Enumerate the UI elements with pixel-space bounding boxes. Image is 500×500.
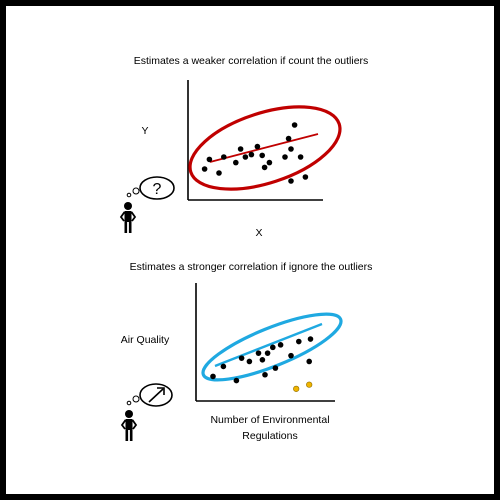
- top-point-8: [254, 143, 261, 150]
- top-y-label: Y: [141, 125, 148, 137]
- bottom-outlier-1: [306, 381, 313, 388]
- top-point-6: [242, 154, 249, 160]
- top-point-18: [302, 174, 309, 180]
- top-point-16: [297, 154, 304, 160]
- question-mark: ?: [153, 181, 162, 198]
- bottom-point-12: [288, 352, 294, 359]
- bottom-point-7: [264, 350, 271, 356]
- top-point-11: [266, 159, 273, 166]
- top-point-3: [221, 154, 227, 160]
- bottom-points: [210, 336, 314, 392]
- top-point-13: [285, 135, 292, 142]
- top-points: [201, 122, 309, 184]
- top-thought-bubble: [139, 176, 175, 200]
- bottom-point-3: [238, 355, 245, 361]
- bottom-y-label: Air Quality: [121, 334, 170, 346]
- top-panel: Estimates a weaker correlation if count …: [119, 55, 369, 239]
- bottom-point-0: [210, 373, 216, 380]
- top-thought-dot-medium: [132, 187, 140, 195]
- bottom-thought-dot-medium: [132, 395, 140, 403]
- top-point-17: [288, 178, 294, 184]
- bottom-point-9: [277, 342, 284, 348]
- top-point-7: [248, 151, 255, 158]
- bottom-point-13: [296, 338, 302, 345]
- top-x-label: X: [255, 227, 262, 239]
- bottom-point-1: [220, 363, 227, 370]
- bottom-point-4: [246, 358, 253, 365]
- top-title: Estimates a weaker correlation if count …: [134, 55, 369, 67]
- top-point-1: [206, 156, 213, 163]
- white-panel: [6, 6, 494, 494]
- top-point-0: [201, 166, 208, 172]
- bottom-point-2: [233, 377, 240, 384]
- person-icon: [119, 202, 137, 233]
- top-point-9: [259, 152, 266, 159]
- bottom-title: Estimates a stronger correlation if igno…: [130, 261, 373, 273]
- top-point-10: [261, 164, 268, 171]
- bottom-trend-line: [214, 322, 323, 368]
- bottom-point-8: [270, 344, 276, 351]
- bottom-point-10: [262, 371, 268, 378]
- top-point-12: [282, 154, 288, 160]
- top-trend-line: [209, 133, 319, 163]
- arrow-up-right-icon: [148, 387, 165, 403]
- bottom-panel: Estimates a stronger correlation if igno…: [121, 261, 373, 442]
- top-point-15: [291, 122, 298, 128]
- bottom-thought-dot-small: [126, 400, 132, 406]
- bottom-outlier-0: [293, 385, 300, 392]
- top-point-2: [216, 170, 222, 176]
- bottom-x-label-line2: Regulations: [242, 430, 297, 442]
- bottom-point-14: [307, 336, 314, 342]
- bottom-ellipse: [201, 312, 343, 382]
- top-thought-dot-small: [126, 192, 132, 198]
- top-point-5: [237, 146, 244, 152]
- bottom-point-15: [306, 358, 313, 365]
- bottom-point-5: [255, 350, 262, 356]
- top-ellipse: [188, 105, 342, 191]
- bottom-point-6: [259, 357, 266, 363]
- top-point-14: [288, 146, 294, 152]
- bottom-x-label-line1: Number of Environmental: [210, 414, 329, 426]
- top-point-4: [233, 159, 239, 166]
- bottom-point-11: [272, 365, 279, 371]
- person-icon: [120, 410, 138, 441]
